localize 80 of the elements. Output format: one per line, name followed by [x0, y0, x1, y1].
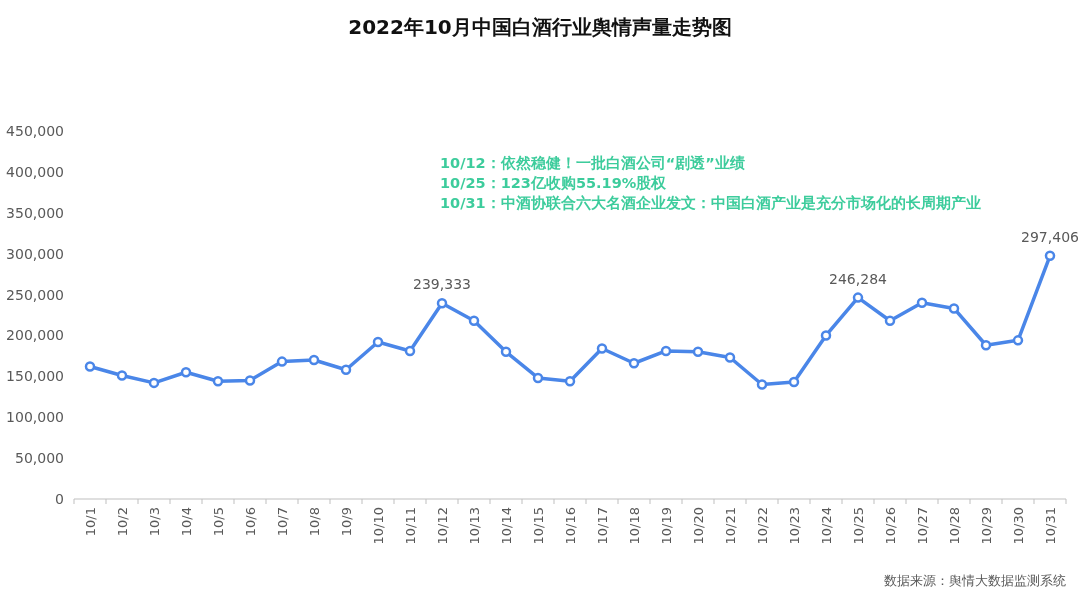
x-tick-label: 10/24	[818, 507, 834, 545]
point	[596, 343, 608, 354]
x-tick-label: 10/26	[882, 507, 898, 545]
point	[276, 356, 288, 367]
x-tick-label: 10/12	[434, 507, 450, 545]
point	[628, 358, 640, 369]
point	[116, 370, 128, 381]
x-tick-label: 10/7	[274, 507, 290, 537]
point	[532, 372, 544, 384]
point	[180, 366, 192, 378]
data-label: 239,333	[413, 276, 471, 293]
point	[852, 292, 864, 303]
x-tick-label: 10/13	[466, 507, 482, 545]
x-tick-label: 10/2	[114, 507, 130, 537]
data-label: 246,284	[829, 270, 888, 287]
point	[244, 375, 256, 386]
annotation: 10/31：中酒协联合六大名酒企业发文：中国白酒产业是充分市场化的长周期产业	[440, 194, 981, 211]
x-tick-label: 10/21	[722, 507, 738, 545]
point	[756, 379, 768, 390]
point	[500, 346, 512, 358]
point	[1012, 335, 1024, 346]
x-tick-label: 10/18	[626, 507, 642, 545]
point	[340, 364, 352, 376]
y-tick-label: 0	[55, 491, 64, 507]
point	[84, 361, 96, 372]
x-tick-label: 10/1	[82, 507, 98, 537]
source-note: 数据来源：舆情大数据监测系统	[884, 573, 1066, 588]
x-tick-label: 10/22	[754, 507, 770, 545]
point	[724, 352, 736, 363]
annotation: 10/12：依然稳健！一批白酒公司“剧透”业绩	[440, 155, 745, 171]
point	[372, 336, 384, 348]
point	[404, 345, 416, 357]
point	[660, 345, 672, 357]
y-tick-label: 150,000	[6, 368, 64, 385]
x-tick-label: 10/25	[850, 507, 866, 545]
point	[1044, 250, 1056, 262]
x-tick-label: 10/4	[178, 507, 194, 537]
point	[308, 354, 320, 366]
point	[148, 377, 160, 389]
point	[980, 340, 992, 351]
x-tick-label: 10/16	[562, 507, 578, 545]
y-tick-label: 300,000	[6, 245, 64, 262]
y-tick-label: 450,000	[6, 123, 64, 139]
x-tick-label: 10/5	[210, 507, 226, 537]
point	[692, 346, 704, 358]
x-tick-label: 10/17	[594, 507, 610, 545]
point	[820, 330, 832, 341]
point	[788, 376, 800, 388]
point	[948, 303, 960, 314]
x-tick-label: 10/31	[1042, 507, 1058, 545]
x-tick-label: 10/20	[690, 507, 706, 545]
y-tick-label: 200,000	[6, 327, 64, 344]
x-tick-label: 10/9	[338, 507, 354, 537]
y-tick-label: 350,000	[6, 204, 64, 221]
x-tick-label: 10/3	[146, 507, 162, 537]
x-tick-label: 10/14	[498, 507, 514, 545]
point	[436, 298, 448, 309]
x-tick-label: 10/11	[402, 507, 418, 545]
point	[468, 315, 480, 326]
chart-title: 2022年10月中国白酒行业舆情声量走势图	[348, 15, 732, 39]
point	[916, 297, 928, 308]
x-tick-label: 10/29	[978, 507, 994, 545]
annotation: 10/25：123亿收购55.19%股权	[440, 175, 668, 191]
x-tick-label: 10/6	[242, 507, 258, 537]
x-tick-label: 10/28	[946, 507, 962, 545]
x-tick-label: 10/19	[658, 507, 674, 545]
y-tick-label: 250,000	[6, 286, 64, 303]
point	[212, 375, 224, 387]
x-tick-label: 10/15	[530, 507, 546, 545]
x-tick-label: 10/10	[370, 507, 386, 545]
x-tick-label: 10/23	[786, 507, 802, 545]
x-tick-label: 10/30	[1010, 507, 1026, 545]
point	[564, 375, 576, 387]
point	[884, 315, 896, 326]
x-tick-label: 10/8	[306, 507, 322, 537]
data-label: 297,406	[1021, 228, 1080, 245]
y-tick-label: 50,000	[15, 450, 64, 467]
y-tick-label: 100,000	[6, 409, 64, 426]
y-tick-label: 400,000	[6, 163, 64, 180]
x-tick-label: 10/27	[914, 507, 930, 545]
